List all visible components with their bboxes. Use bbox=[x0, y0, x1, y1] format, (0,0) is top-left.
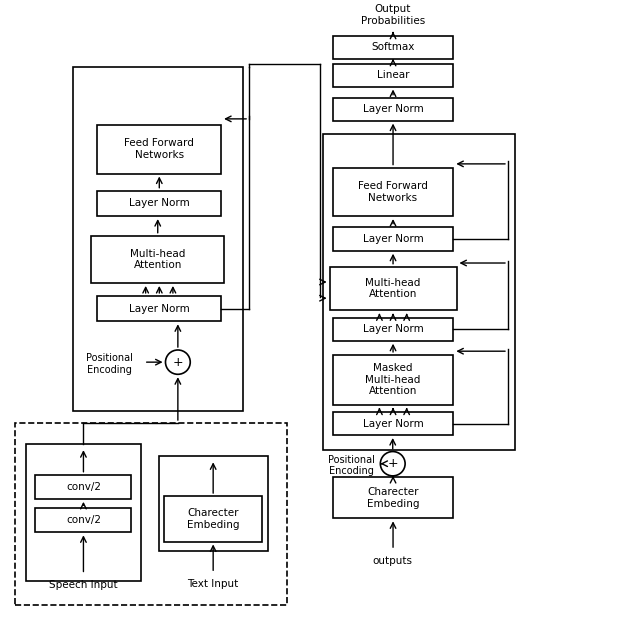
Text: Multi-head
Attention: Multi-head Attention bbox=[365, 278, 420, 299]
Text: Charecter
Embeding: Charecter Embeding bbox=[367, 487, 419, 509]
Bar bbox=[26, 444, 141, 581]
Text: Layer Norm: Layer Norm bbox=[363, 104, 424, 114]
Text: outputs: outputs bbox=[373, 556, 413, 566]
Text: Feed Forward
Networks: Feed Forward Networks bbox=[358, 181, 428, 203]
Text: Feed Forward
Networks: Feed Forward Networks bbox=[124, 139, 194, 160]
Text: Positional
Encoding: Positional Encoding bbox=[86, 353, 133, 375]
Text: Text Input: Text Input bbox=[188, 579, 239, 589]
Bar bbox=[333, 477, 453, 519]
Bar bbox=[333, 355, 453, 405]
Bar bbox=[333, 35, 453, 58]
Text: +: + bbox=[388, 457, 398, 470]
Text: Linear: Linear bbox=[377, 70, 409, 80]
Text: +: + bbox=[172, 356, 183, 369]
Bar bbox=[98, 190, 221, 216]
Text: conv/2: conv/2 bbox=[66, 482, 101, 492]
Bar bbox=[333, 226, 453, 251]
Bar bbox=[98, 125, 221, 174]
Text: Layer Norm: Layer Norm bbox=[363, 324, 424, 334]
Bar bbox=[35, 475, 131, 499]
Text: Charecter
Embeding: Charecter Embeding bbox=[187, 508, 239, 529]
Bar bbox=[333, 98, 453, 121]
Text: Positional
Encoding: Positional Encoding bbox=[328, 455, 374, 476]
Text: Masked
Multi-head
Attention: Masked Multi-head Attention bbox=[365, 363, 420, 396]
Text: Speech Input: Speech Input bbox=[49, 580, 118, 590]
Bar bbox=[333, 318, 453, 341]
Text: Output
Probabilities: Output Probabilities bbox=[361, 4, 425, 26]
Text: conv/2: conv/2 bbox=[66, 515, 101, 525]
Bar bbox=[15, 423, 287, 605]
Bar bbox=[333, 63, 453, 86]
Bar bbox=[333, 412, 453, 435]
Bar bbox=[333, 167, 453, 216]
Text: Multi-head
Attention: Multi-head Attention bbox=[130, 249, 185, 270]
Text: Layer Norm: Layer Norm bbox=[129, 304, 190, 313]
Bar bbox=[323, 134, 516, 450]
Bar bbox=[98, 296, 221, 322]
Text: Layer Norm: Layer Norm bbox=[129, 198, 190, 208]
Bar bbox=[330, 267, 457, 310]
Bar bbox=[91, 236, 225, 283]
Text: Layer Norm: Layer Norm bbox=[363, 234, 424, 244]
Bar bbox=[164, 496, 262, 542]
Text: Layer Norm: Layer Norm bbox=[363, 419, 424, 429]
Bar bbox=[159, 457, 267, 550]
Bar bbox=[73, 67, 243, 411]
Bar bbox=[35, 508, 131, 532]
Text: Softmax: Softmax bbox=[371, 42, 415, 52]
